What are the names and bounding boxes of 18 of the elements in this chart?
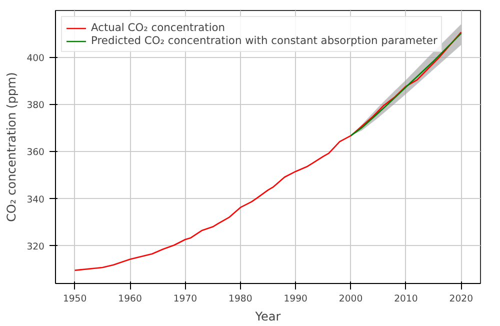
x-tick-label: 1980 xyxy=(228,294,252,304)
line-series xyxy=(74,32,462,271)
y-tick-label: 380 xyxy=(26,100,45,112)
x-tick-label: 2010 xyxy=(394,294,418,304)
y-axis-title: CO₂ concentration (ppm) xyxy=(4,72,19,222)
x-tick-label: 1950 xyxy=(62,294,87,304)
x-axis-title: Year xyxy=(254,310,281,324)
x-tick-label: 2000 xyxy=(338,294,363,304)
legend-label: Predicted CO₂ concentration with constant absorption parameter xyxy=(91,34,438,47)
x-tick-label: 2020 xyxy=(449,294,474,304)
x-tick-label: 1990 xyxy=(284,294,308,304)
y-tick-label: 360 xyxy=(26,147,45,158)
y-tick-label: 340 xyxy=(26,194,45,206)
x-tick-label: 1960 xyxy=(118,294,142,304)
y-tick-label: 400 xyxy=(26,53,45,64)
legend-label: Actual CO₂ concentration xyxy=(91,21,226,34)
y-tick-label: 320 xyxy=(26,241,45,252)
x-tick-label: 1970 xyxy=(173,294,198,304)
